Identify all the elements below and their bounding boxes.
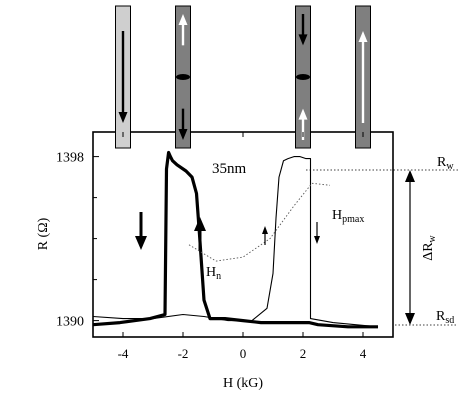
arrow-up-head — [178, 14, 188, 25]
magnetization-diagram — [115, 5, 371, 149]
x-tick-label: -2 — [178, 346, 189, 361]
x-tick-label: 2 — [300, 346, 307, 361]
hn-label: Hn — [206, 265, 221, 282]
delta-rw-arrow-bottom — [405, 313, 415, 325]
curves-layer — [92, 150, 379, 329]
arrow-up-head — [298, 108, 308, 120]
y-tick-label: 1390 — [56, 315, 84, 330]
magnet-bar-2 — [175, 5, 191, 149]
axis-ticks: -4 -2 0 2 4 1398 1390 — [56, 132, 367, 361]
rw-label: Rw — [437, 155, 454, 172]
magnet-bar-3 — [295, 5, 311, 149]
domain-wall-icon — [296, 74, 310, 80]
hpmax-label: Hpmax — [332, 208, 364, 225]
series-sweep-down — [92, 150, 378, 329]
x-axis-label: H (kG) — [223, 376, 263, 391]
series-dotted-guide — [188, 182, 331, 262]
arrow-down-head — [298, 34, 308, 46]
rsd-label: Rsd — [436, 309, 454, 326]
delta-rw-label: ΔRw — [421, 234, 438, 260]
thickness-annotation: 35nm — [212, 161, 247, 177]
magnet-bar-4 — [355, 5, 371, 149]
x-tick-label: 4 — [360, 346, 367, 361]
up-arrow-left — [194, 217, 206, 250]
x-tick-label: -4 — [118, 346, 129, 361]
delta-rw-arrow-top — [405, 170, 415, 182]
down-arrow-right-small — [314, 222, 320, 244]
y-axis-label: R (Ω) — [36, 217, 51, 250]
domain-wall-icon — [176, 74, 190, 80]
x-tick-label: 0 — [240, 346, 247, 361]
arrow-down-head — [118, 112, 128, 123]
up-arrow-right-small — [262, 226, 268, 245]
magnet-bar-1 — [115, 5, 131, 149]
arrow-up-head — [358, 31, 368, 42]
down-arrow-left — [135, 212, 147, 250]
y-tick-label: 1398 — [56, 151, 84, 166]
series-sweep-up — [92, 156, 379, 328]
